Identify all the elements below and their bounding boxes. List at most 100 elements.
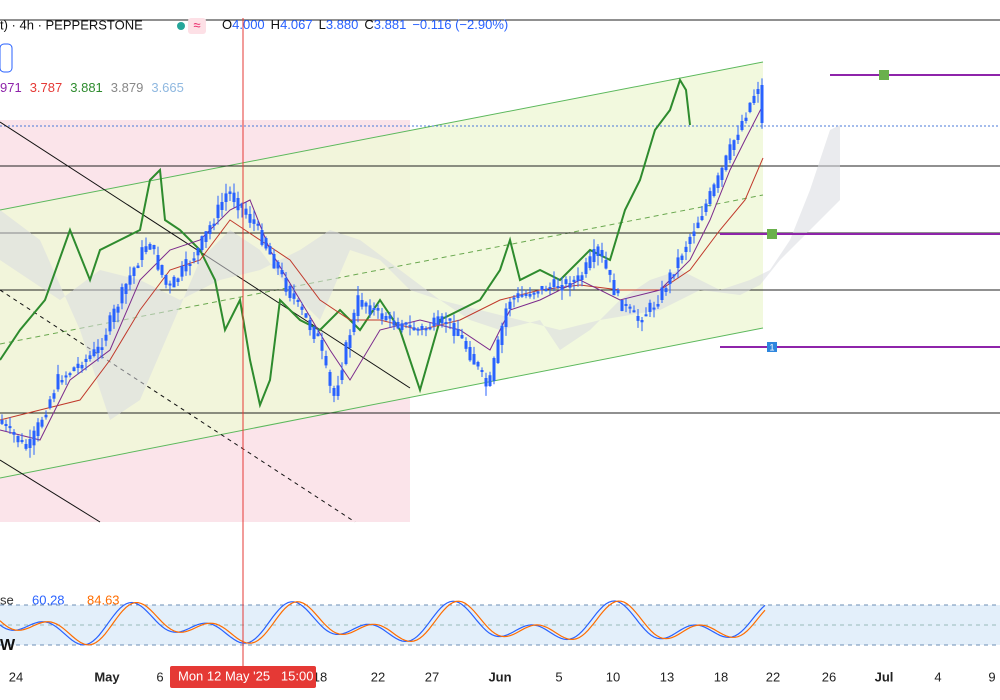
candle-body — [652, 307, 656, 310]
candle-body — [604, 260, 608, 269]
candle-body — [216, 204, 220, 218]
candle-body — [24, 444, 28, 449]
candle-body — [204, 231, 208, 242]
candles — [0, 78, 764, 458]
candle-body — [424, 328, 428, 331]
candle-body — [80, 365, 84, 369]
icon-box — [188, 18, 206, 34]
candle-body — [308, 320, 312, 331]
candle-body — [648, 302, 652, 312]
ohlc-low-label: L — [319, 17, 326, 32]
indicator-value: 3.787 — [30, 80, 63, 95]
candle-body — [696, 222, 700, 228]
candle-body — [248, 214, 252, 223]
candle-body — [336, 385, 340, 396]
candle-body — [124, 283, 128, 294]
candle-body — [104, 334, 108, 341]
candle-body — [740, 121, 744, 130]
candle-body — [608, 270, 612, 275]
candle-body — [564, 279, 568, 284]
candle-body — [736, 134, 740, 140]
candle-body — [128, 275, 132, 285]
candle-body — [380, 313, 384, 320]
candle-body — [72, 367, 76, 371]
ohlc-high-label: H — [271, 17, 280, 32]
icon: ≈ — [193, 17, 200, 32]
candle-body — [120, 287, 124, 304]
channel-bottom — [0, 327, 764, 479]
candle-body — [504, 308, 508, 327]
candle-body — [428, 327, 432, 330]
stoch-k — [0, 600, 766, 646]
candle-body — [620, 300, 624, 311]
x-tick-label: 22 — [766, 669, 780, 684]
x-tick-label: Jul — [875, 669, 894, 684]
candle-body — [40, 419, 44, 427]
candle-body — [496, 339, 500, 363]
candle-body — [760, 85, 764, 123]
indicator-value: 3.881 — [70, 80, 103, 95]
candle-body — [368, 305, 372, 315]
candle-body — [628, 306, 632, 309]
candle-body — [0, 420, 4, 424]
candle-body — [372, 308, 376, 310]
candle-body — [20, 440, 24, 442]
candle-body — [468, 347, 472, 361]
candle-body — [640, 320, 644, 323]
candle-body — [520, 294, 524, 297]
candle-body — [256, 223, 260, 226]
candle-body — [352, 312, 356, 332]
candle-body — [220, 201, 224, 210]
candle-body — [12, 432, 16, 435]
candle-body — [160, 265, 164, 275]
candle-body — [188, 264, 192, 267]
candle-body — [512, 297, 516, 300]
candle-body — [644, 314, 648, 317]
candle-body — [36, 422, 40, 436]
candle-body — [464, 341, 468, 349]
header: t) · 4h · PEPPERSTONE ≈ O4.000 H4.067 L3.8… — [0, 17, 508, 95]
crosshair-label-box — [170, 666, 316, 688]
ohlc-close: 3.881 — [374, 17, 407, 32]
indicator-box — [0, 43, 13, 73]
candle-body — [96, 346, 100, 353]
candle-body — [600, 250, 604, 257]
candle-body — [4, 424, 8, 426]
candle-body — [88, 355, 92, 359]
candle-body — [108, 315, 112, 332]
candle-body — [232, 192, 236, 203]
status-dot — [177, 22, 185, 30]
candle-body — [132, 267, 136, 276]
candle-body — [448, 318, 452, 321]
candle-body — [320, 340, 324, 351]
candle-body — [668, 272, 672, 284]
candle-body — [44, 414, 48, 418]
channel-top — [0, 61, 764, 211]
candle-body — [432, 317, 436, 326]
candle-body — [56, 374, 60, 390]
candle-body — [532, 292, 536, 295]
indicator-values: 971 3.787 3.881 3.879 3.665 — [0, 80, 184, 95]
candle-body — [612, 280, 616, 296]
candle-body — [672, 274, 676, 277]
candle-body — [588, 256, 592, 268]
candle-body — [720, 167, 724, 180]
candle-body — [572, 279, 576, 282]
candle-body — [48, 399, 52, 408]
candle-body — [632, 310, 636, 313]
candle-body — [692, 231, 696, 236]
candle-body — [348, 335, 352, 348]
candle-body — [312, 326, 316, 339]
candle-body — [268, 246, 272, 255]
candle-body — [456, 329, 460, 336]
x-tick-label: 26 — [822, 669, 836, 684]
candle-body — [396, 322, 400, 329]
candle-body — [236, 198, 240, 211]
candle-body — [712, 184, 716, 196]
candle-body — [704, 203, 708, 212]
candle-body — [212, 223, 216, 226]
x-tick-label: 5 — [555, 669, 562, 684]
candle-body — [544, 289, 548, 292]
candle-body — [292, 293, 296, 299]
